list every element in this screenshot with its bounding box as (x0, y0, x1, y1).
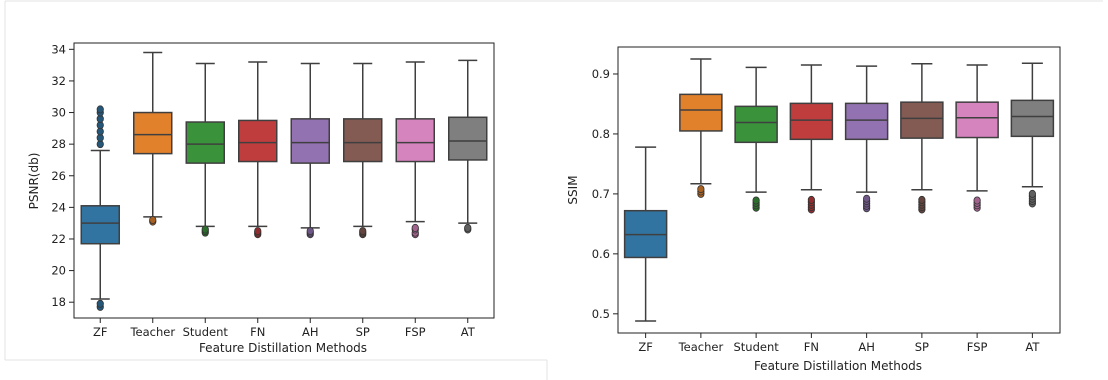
iqr-box (395, 118, 435, 163)
box-fsp (395, 61, 435, 239)
outlier-point (96, 105, 104, 114)
x-tick-label: FSP (967, 340, 988, 354)
ssim-boxplot: SSIM Feature Distillation Methods 0.5 0.6… (566, 46, 1061, 373)
iqr-box (185, 121, 225, 164)
iqr-box (238, 119, 278, 163)
y-tick-label: 0.8 (592, 127, 610, 141)
x-tick-label: Student (733, 340, 779, 354)
x-tick-label: AT (1025, 340, 1040, 354)
outlier-point (201, 225, 209, 234)
x-tick-label: Teacher (129, 325, 175, 339)
iqr-box (1010, 99, 1055, 138)
outlier-point (254, 227, 262, 236)
y-tick-label: 30 (51, 106, 66, 120)
y-tick-label: 24 (51, 200, 66, 214)
iqr-box (290, 118, 330, 164)
box-zf (80, 105, 120, 311)
box-teacher (679, 58, 723, 198)
box-student (734, 66, 778, 212)
box-teacher (133, 51, 173, 226)
iqr-box (448, 116, 488, 161)
outlier-point (973, 196, 981, 205)
iqr-box (734, 105, 778, 144)
iqr-box (343, 118, 383, 163)
x-tick-label: FN (804, 340, 819, 354)
y-tick-label: 0.7 (592, 187, 610, 201)
y-tick-label: 32 (51, 74, 66, 88)
iqr-box (679, 93, 723, 132)
iqr-box (133, 111, 173, 155)
box-ah (290, 62, 330, 239)
box-at (1010, 62, 1055, 208)
x-tick-label: AH (302, 325, 319, 339)
outlier-point (697, 185, 705, 194)
y-tick-label: 26 (51, 169, 66, 183)
box-sp (343, 62, 383, 239)
y-tick-label: 20 (51, 264, 66, 278)
iqr-box (900, 101, 944, 139)
box-at (448, 59, 488, 234)
psnr-boxplot: PSNR(db) Feature Distillation Methods 18… (27, 42, 495, 355)
box-zf (623, 146, 668, 322)
box-ah (844, 65, 889, 213)
box-fn (238, 61, 278, 239)
outlier-point (96, 299, 104, 308)
outlier-point (464, 223, 472, 232)
y-tick-label: 0.5 (592, 307, 610, 321)
x-tick-label: AH (858, 340, 875, 354)
iqr-box (955, 101, 999, 139)
box-fsp (955, 64, 999, 212)
outlier-point (149, 216, 157, 225)
x-axis-label: Feature Distillation Methods (754, 359, 922, 373)
x-tick-label: Student (183, 325, 229, 339)
outlier-point (918, 195, 926, 204)
outlier-point (411, 223, 419, 232)
outlier-point (752, 196, 760, 205)
outlier-point (863, 194, 871, 203)
x-tick-label: FSP (405, 325, 426, 339)
y-tick-label: 28 (51, 137, 66, 151)
outlier-point (359, 227, 367, 236)
outlier-point (306, 227, 314, 236)
box-fn (789, 64, 834, 214)
x-tick-label: Teacher (678, 340, 724, 354)
x-tick-label: ZF (93, 325, 108, 339)
x-tick-label: SP (915, 340, 929, 354)
x-tick-label: SP (356, 325, 370, 339)
y-tick-label: 22 (51, 232, 66, 246)
x-tick-label: AT (461, 325, 476, 339)
x-axis-label: Feature Distillation Methods (199, 341, 367, 355)
y-tick-label: 0.6 (592, 247, 610, 261)
plot-frame (73, 42, 495, 319)
x-tick-label: FN (250, 325, 265, 339)
box-sp (900, 63, 944, 214)
outlier-point (1028, 189, 1036, 198)
box-student (185, 62, 225, 237)
outlier-point (807, 195, 815, 204)
y-tick-label: 0.9 (592, 67, 610, 81)
x-tick-label: ZF (638, 340, 653, 354)
y-tick-label: 18 (51, 295, 66, 309)
iqr-box (844, 102, 889, 141)
iqr-box (789, 102, 834, 141)
iqr-box (80, 205, 120, 245)
y-axis-label: PSNR(db) (27, 153, 41, 210)
y-axis-label: SSIM (566, 175, 580, 204)
y-tick-label: 34 (51, 42, 66, 56)
plot-frame (617, 46, 1061, 334)
